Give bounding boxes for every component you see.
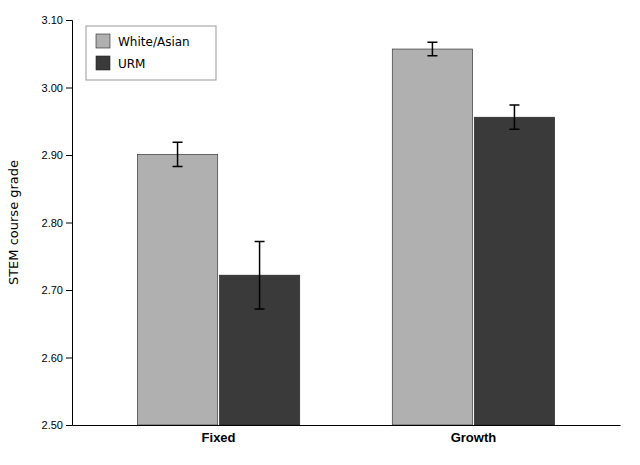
x-tick: Fixed	[202, 430, 236, 445]
y-tick-label: 2.90	[42, 149, 63, 161]
error-bar	[427, 42, 437, 56]
y-tick-mark	[66, 425, 72, 426]
legend-label: White/Asian	[118, 35, 190, 49]
y-tick-label: 2.50	[42, 419, 63, 431]
legend-frame	[86, 26, 216, 80]
y-tick-label: 3.10	[42, 14, 63, 26]
y-axis-line	[66, 21, 73, 426]
error-bar	[509, 105, 519, 129]
error-bar-line	[427, 42, 437, 56]
x-axis-line	[73, 425, 621, 426]
bars	[137, 42, 554, 425]
y-tick-label: 3.00	[42, 82, 63, 94]
error-bar-line	[255, 241, 265, 309]
legend: White/Asian URM	[86, 26, 216, 80]
x-tick: Growth	[451, 430, 497, 445]
y-axis-title: STEM course grade	[6, 160, 21, 285]
chart: 2.50 2.60 2.70 2.80 2.90 3.00 3.10 Fixed Growth W…	[0, 0, 640, 465]
y-tick: 2.50	[42, 419, 72, 431]
legend-swatch	[96, 34, 110, 48]
y-tick: 2.70	[42, 284, 72, 296]
x-tick-label: Growth	[451, 430, 497, 445]
legend-item: URM	[96, 56, 145, 71]
y-tick-label: 2.80	[42, 217, 63, 229]
y-tick: 2.60	[42, 352, 72, 364]
legend-item: White/Asian	[96, 34, 190, 49]
y-tick-label: 2.60	[42, 352, 63, 364]
error-bar	[255, 241, 265, 309]
y-tick: 2.90	[42, 149, 72, 161]
y-tick-label: 2.70	[42, 284, 63, 296]
bar	[474, 117, 554, 425]
y-tick-mark	[66, 223, 72, 224]
x-tick-label: Fixed	[202, 430, 236, 445]
error-bar-line	[173, 142, 183, 166]
y-axis: 2.50 2.60 2.70 2.80 2.90 3.00 3.10	[42, 14, 73, 431]
y-tick-mark	[66, 358, 72, 359]
error-bar-line	[509, 105, 519, 129]
legend-swatch	[96, 56, 110, 70]
y-tick: 3.10	[42, 14, 72, 26]
y-tick: 3.00	[42, 82, 72, 94]
legend-label: URM	[118, 57, 145, 71]
y-tick-mark	[66, 88, 72, 89]
x-axis: Fixed Growth	[73, 426, 621, 446]
plot: 2.50 2.60 2.70 2.80 2.90 3.00 3.10 Fixed Growth W…	[42, 14, 621, 445]
error-bar	[173, 142, 183, 166]
series	[219, 105, 554, 425]
series	[137, 42, 472, 425]
bar	[392, 49, 472, 425]
y-tick-mark	[66, 290, 72, 291]
y-tick-mark	[66, 20, 72, 21]
y-tick-mark	[66, 155, 72, 156]
bar	[137, 154, 217, 425]
y-tick: 2.80	[42, 217, 72, 229]
